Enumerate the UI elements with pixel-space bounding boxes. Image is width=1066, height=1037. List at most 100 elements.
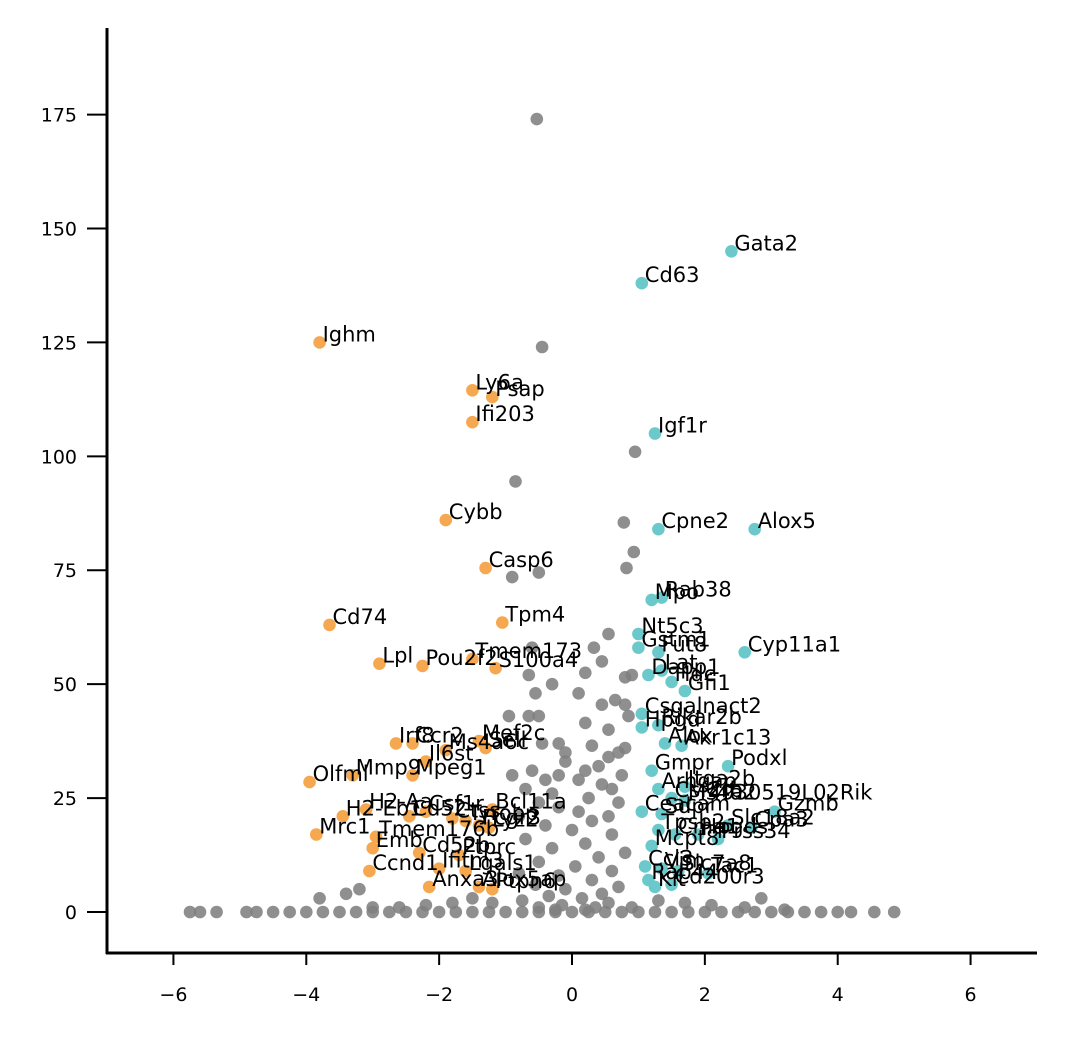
x-tick-label: 0 xyxy=(566,984,578,1006)
point-ns xyxy=(595,698,609,711)
gene-label-irf8: Irf8 xyxy=(399,723,435,747)
point-alox5 xyxy=(748,522,761,536)
point-tac1 xyxy=(701,867,715,880)
point-ns xyxy=(595,887,609,901)
point-mrc1 xyxy=(310,828,323,841)
gene-label-cpa3: Cpa3 xyxy=(754,808,808,832)
point-hpgd xyxy=(635,721,649,734)
point-ns xyxy=(831,905,844,919)
point-mcpt8 xyxy=(645,839,658,853)
gene-label-ccnd1: Ccnd1 xyxy=(372,851,438,875)
point-ns xyxy=(608,693,622,707)
point-irf8 xyxy=(389,737,403,750)
point-ns xyxy=(530,112,544,126)
point-fut8 xyxy=(652,646,665,659)
x-tick-label: 6 xyxy=(965,984,977,1006)
gene-label-ptprc: Ptprc xyxy=(462,835,516,859)
point-bcl11a xyxy=(486,803,499,816)
gene-label-emb: Emb xyxy=(376,828,423,852)
x-tick-label: −6 xyxy=(159,984,187,1006)
point-s100a4 xyxy=(489,661,502,675)
y-tick-label: 25 xyxy=(53,788,77,810)
point-prss34 xyxy=(711,832,725,846)
point-cyp11a1 xyxy=(738,646,751,659)
point-cd200r3 xyxy=(665,878,678,891)
gene-label-h2-eb1: H2-Eb1 xyxy=(346,796,423,820)
gene-label-prss34: Prss34 xyxy=(721,819,791,843)
point-ns xyxy=(569,860,582,873)
point-ns xyxy=(612,796,625,809)
gene-label-akr1c13: Akr1c13 xyxy=(685,726,772,750)
point-tmem173 xyxy=(466,652,479,666)
gene-label-tyrobp: Tyrobp xyxy=(468,801,539,825)
gene-label-ifi203: Ifi203 xyxy=(475,402,535,426)
point-ns xyxy=(532,796,546,809)
point-podxl xyxy=(721,759,735,773)
gene-label-cpne2: Cpne2 xyxy=(661,509,729,533)
point-ns xyxy=(502,709,516,723)
point-ns xyxy=(300,905,313,919)
x-tick-label: −2 xyxy=(425,984,453,1006)
point-ns xyxy=(313,892,326,905)
gene-label-mpo: Mpo xyxy=(655,580,699,604)
point-ns xyxy=(449,905,463,919)
point-ccl3 xyxy=(638,860,652,873)
point-ns xyxy=(559,882,572,896)
point-ceacam xyxy=(635,805,649,818)
point-gfi1 xyxy=(678,684,692,698)
gene-label-anxa3: Anxa3 xyxy=(432,867,498,891)
point-lyz2 xyxy=(482,821,496,834)
point-ns xyxy=(781,905,795,919)
point-gstm1 xyxy=(632,641,645,654)
point-anxa3 xyxy=(422,880,436,894)
point-h2-aa xyxy=(359,803,373,816)
point-ns xyxy=(525,641,539,654)
point-ns xyxy=(602,627,615,641)
point-ns xyxy=(598,905,612,919)
gene-label-4930519l02rik: 4930519L02Rik xyxy=(708,780,873,804)
point-ns xyxy=(552,769,565,782)
gene-label-rab38: Rab38 xyxy=(665,578,732,602)
point-csf2rb xyxy=(665,791,678,805)
gene-label-ms4a2: Ms4a2 xyxy=(688,780,757,804)
gene-label-ccr2: Ccr2 xyxy=(416,723,464,747)
point-cybb xyxy=(439,513,453,527)
point-ns xyxy=(349,905,363,919)
gene-label-sdpr: Sdpr xyxy=(665,794,714,818)
point-ns xyxy=(512,810,526,823)
point-ns xyxy=(585,873,599,887)
point-ns xyxy=(466,905,479,919)
point-ccnd1 xyxy=(363,864,376,878)
point-ns xyxy=(250,905,263,919)
point-ns xyxy=(652,894,665,907)
gene-label-vim: Vim xyxy=(665,849,705,873)
point-ns xyxy=(525,764,539,777)
point-kit xyxy=(648,880,662,894)
point-ns xyxy=(585,814,599,828)
point-slc7a8 xyxy=(672,864,685,878)
point-ns xyxy=(505,769,519,782)
gene-label-ifitm3: Ifitm3 xyxy=(442,849,503,873)
point-ns xyxy=(572,805,585,818)
gene-label-rikar2b: Rikar2b xyxy=(661,705,741,729)
gene-label-ly6a: Ly6a xyxy=(475,370,523,394)
point-ns xyxy=(559,755,572,768)
point-ns xyxy=(814,905,828,919)
point-ns xyxy=(715,905,728,919)
point-ifi203 xyxy=(466,415,479,429)
gene-label-arhgap: Arhgap xyxy=(661,769,736,793)
gene-label-nt5c3: Nt5c3 xyxy=(641,614,703,638)
point-ns xyxy=(625,668,639,682)
point-ccr2 xyxy=(406,737,419,750)
point-ns xyxy=(519,782,532,796)
point-ns xyxy=(532,855,546,869)
point-igf1r xyxy=(648,427,662,440)
point-ns xyxy=(283,905,297,919)
point-ns xyxy=(648,905,662,919)
point-ns xyxy=(602,750,615,764)
point-ns xyxy=(622,709,635,723)
point-rab38 xyxy=(655,591,668,604)
gene-label-dapp1: Dapp1 xyxy=(651,655,720,679)
point-ns xyxy=(559,746,572,759)
y-tick-label: 150 xyxy=(41,218,77,240)
